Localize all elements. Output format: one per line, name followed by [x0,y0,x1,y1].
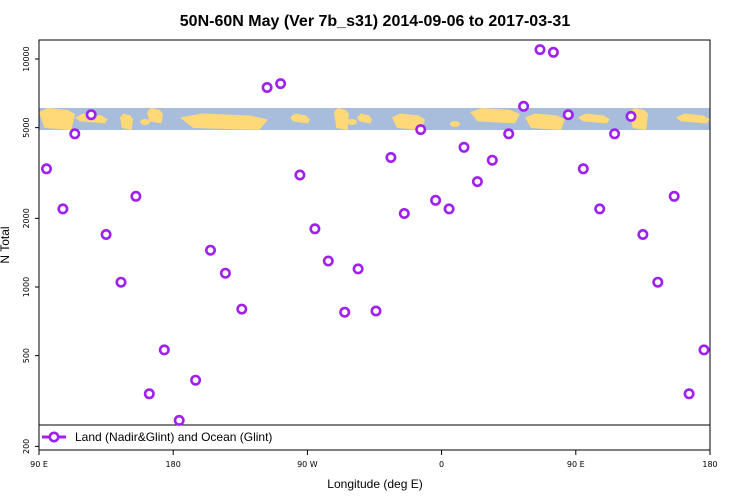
data-point [322,255,334,267]
data-point [652,276,664,288]
data-point [518,100,530,112]
data-point [294,169,306,181]
y-tick-label: 5000 [22,117,31,137]
scatter-points [40,44,710,426]
data-point [100,229,112,241]
map-island [347,119,357,125]
data-point [158,344,170,356]
data-point [173,414,185,426]
x-tick-label: 90 W [297,460,318,469]
y-tick-label: 2000 [22,208,31,228]
map-land [676,113,710,124]
y-axis: 200 500 1000 2000 5000 10000 [22,46,39,454]
map-band [39,108,710,130]
data-point [205,244,217,256]
map-land [147,108,163,124]
map-land [120,113,133,130]
data-point [370,305,382,317]
data-point [261,82,273,94]
data-point [40,163,52,175]
y-tick-label: 500 [22,348,31,363]
data-point [443,203,455,215]
data-point [219,267,231,279]
data-point [57,203,69,215]
map-land [334,108,349,130]
y-tick-label: 1000 [22,277,31,297]
data-point [637,229,649,241]
legend: Land (Nadir&Glint) and Ocean (Glint) [42,430,272,444]
legend-label: Land (Nadir&Glint) and Ocean (Glint) [75,430,272,444]
x-axis: 90 E 180 90 W 0 90 E 180 [30,450,718,469]
data-point [683,388,695,400]
data-point [668,190,680,202]
data-point [503,128,515,140]
map-island [450,121,460,127]
x-tick-label: 180 [702,460,717,469]
map-land [470,108,520,124]
map-ocean [39,108,710,130]
map-land [525,113,565,130]
data-point [115,276,127,288]
map-island [240,122,250,128]
data-point [458,141,470,153]
data-point [471,176,483,188]
map-land [357,113,372,124]
data-point [698,344,710,356]
data-point [339,306,351,318]
y-axis-label: N Total [0,226,12,263]
data-point [69,128,81,140]
y-tick-label: 10000 [22,46,31,71]
data-point [486,154,498,166]
chart-title: 50N-60N May (Ver 7b_s31) 2014-09-06 to 2… [180,13,571,30]
data-point [430,194,442,206]
data-point [352,263,364,275]
data-point [385,152,397,164]
data-point [190,374,202,386]
map-land [39,108,75,130]
y-tick-label: 200 [22,439,31,454]
data-point [398,208,410,220]
x-axis-label: Longitude (deg E) [327,477,422,491]
legend-marker [48,431,60,443]
x-tick-label: 90 E [567,460,585,469]
data-point [236,303,248,315]
data-point [609,128,621,140]
x-tick-label: 180 [166,460,181,469]
data-point [415,124,427,136]
data-point [85,109,97,121]
map-land [290,113,310,124]
data-point [547,46,559,58]
data-point [577,163,589,175]
map-land [578,113,610,124]
data-point [143,388,155,400]
data-point [534,44,546,56]
map-island [635,117,645,123]
data-point [309,223,321,235]
map-island [140,119,150,125]
data-point [562,109,574,121]
data-point [625,110,637,122]
plot-frame [38,39,711,451]
data-point [594,203,606,215]
x-tick-label: 90 E [30,460,48,469]
data-point [130,190,142,202]
x-tick-label: 0 [439,460,444,469]
data-point [275,78,287,90]
